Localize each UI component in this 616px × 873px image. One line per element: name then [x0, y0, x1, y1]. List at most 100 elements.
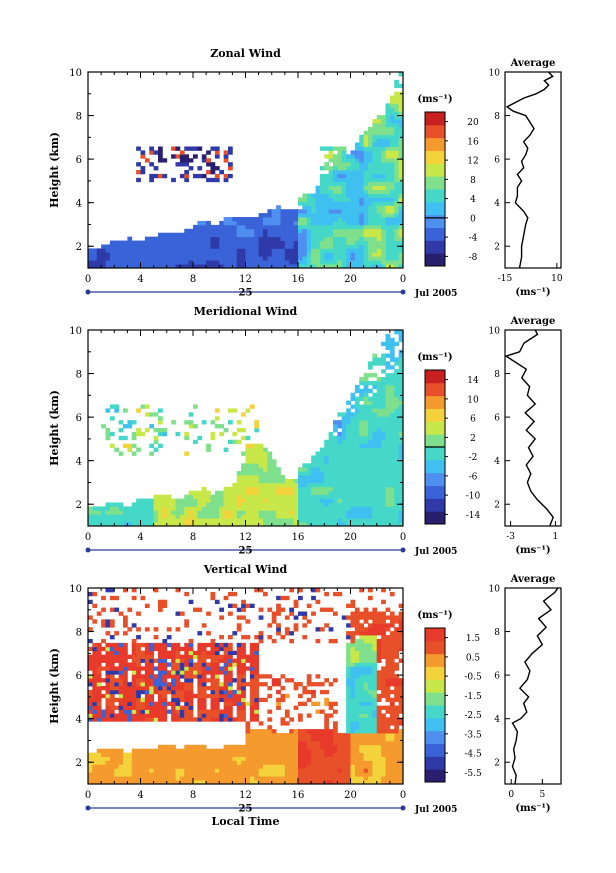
heatmap-cell: [333, 459, 338, 464]
heatmap-cell: [166, 522, 172, 527]
heatmap-cell: [153, 236, 159, 241]
heatmap-cell: [241, 498, 246, 503]
heatmap-cell: [328, 478, 334, 484]
heatmap-cell: [241, 705, 246, 710]
heatmap-cell: [241, 467, 246, 472]
heatmap-cell: [201, 670, 207, 675]
heatmap-cell: [341, 189, 347, 194]
heatmap-cell: [359, 209, 365, 214]
heatmap-cell: [232, 603, 238, 608]
colorbar-swatch: [425, 382, 445, 397]
heatmap-cell: [381, 744, 386, 750]
heatmap-cell: [140, 776, 146, 781]
heatmap-cell: [158, 713, 163, 718]
heatmap-cell: [284, 217, 290, 222]
heatmap-cell: [302, 635, 308, 640]
heatmap-cell: [249, 705, 255, 710]
heatmap-cell: [319, 467, 325, 472]
heatmap-cell: [162, 744, 168, 750]
heatmap-cell: [363, 670, 369, 675]
heatmap-cell: [241, 518, 246, 523]
heatmap-cell: [258, 498, 264, 503]
heatmap-cell: [359, 623, 365, 628]
heatmap-cell: [232, 752, 238, 757]
heatmap-cell: [258, 588, 264, 593]
heatmap-cell: [385, 236, 391, 241]
heatmap-cell: [118, 670, 124, 675]
heatmap-cell: [359, 185, 365, 190]
heatmap-cell: [144, 666, 150, 671]
heatmap-cell: [293, 768, 299, 773]
heatmap-cell: [201, 154, 207, 159]
heatmap-cell: [158, 674, 163, 679]
heatmap-cell: [263, 740, 268, 746]
heatmap-cell: [359, 170, 365, 175]
heatmap-cell: [175, 748, 181, 754]
heatmap-cell: [171, 756, 176, 761]
heatmap-cell: [350, 412, 356, 417]
heatmap-cell: [166, 760, 172, 765]
heatmap-cell: [254, 428, 260, 433]
heatmap-cell: [131, 264, 137, 269]
heatmap-cell: [376, 486, 382, 492]
heatmap-cell: [389, 522, 395, 527]
heatmap-cell: [381, 185, 386, 190]
heatmap-cell: [372, 713, 378, 718]
heatmap-cell: [385, 240, 391, 245]
heatmap-cell: [372, 181, 378, 187]
date-day-label: 25: [239, 288, 253, 299]
heatmap-cell: [158, 678, 163, 683]
heatmap-cell: [201, 646, 207, 652]
heatmap-cell: [324, 146, 330, 151]
heatmap-cell: [372, 725, 378, 730]
heatmap-cell: [96, 689, 102, 695]
heatmap-cell: [298, 780, 303, 785]
heatmap-cell: [214, 248, 220, 253]
heatmap-cell: [249, 760, 255, 765]
heatmap-cell: [276, 252, 281, 257]
heatmap-cell: [245, 701, 251, 706]
heatmap-cell: [363, 478, 369, 484]
heatmap-cell: [219, 252, 225, 257]
heatmap-cell: [359, 780, 365, 785]
heatmap-cell: [350, 478, 356, 484]
heatmap-cell: [175, 240, 181, 245]
heatmap-cell: [341, 181, 347, 187]
heatmap-cell: [381, 201, 386, 206]
heatmap-cell: [381, 404, 386, 409]
heatmap-cell: [114, 506, 120, 511]
heatmap-cell: [197, 760, 203, 765]
heatmap-cell: [372, 400, 378, 405]
heatmap-cell: [350, 506, 356, 511]
heatmap-cell: [188, 642, 194, 648]
heatmap-cell: [284, 736, 290, 742]
heatmap-cell: [228, 678, 233, 683]
heatmap-cell: [206, 522, 211, 527]
heatmap-cell: [368, 642, 373, 648]
heatmap-cell: [140, 498, 146, 503]
heatmap-cell: [267, 248, 273, 253]
heatmap-cell: [109, 518, 115, 523]
heatmap-cell: [376, 502, 382, 507]
heatmap-cell: [149, 451, 155, 456]
heatmap-cell: [197, 678, 203, 683]
heatmap-cell: [223, 670, 229, 675]
heatmap-cell: [232, 662, 238, 667]
heatmap-cell: [162, 760, 168, 765]
heatmap-cell: [363, 756, 369, 761]
heatmap-cell: [289, 506, 295, 511]
heatmap-cell: [368, 764, 373, 769]
heatmap-cell: [293, 490, 299, 496]
heatmap-cell: [210, 764, 216, 769]
heatmap-cell: [372, 701, 378, 706]
heatmap-cell: [263, 224, 268, 230]
heatmap-cell: [245, 725, 251, 730]
heatmap-cell: [175, 662, 181, 667]
heatmap-cell: [206, 443, 211, 448]
heatmap-cell: [254, 486, 260, 492]
heatmap-cell: [354, 490, 360, 496]
heatmap-cell: [114, 697, 120, 703]
heatmap-cell: [328, 197, 334, 202]
heatmap-cell: [289, 740, 295, 746]
heatmap-cell: [376, 142, 382, 147]
